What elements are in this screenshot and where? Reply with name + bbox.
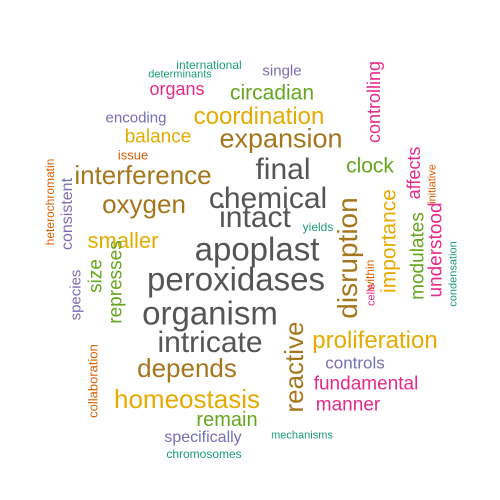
- word-understood: understood: [425, 202, 447, 298]
- word-interference: interference: [74, 160, 212, 190]
- word-importance: importance: [377, 189, 401, 293]
- word-chromosomes: chromosomes: [166, 447, 242, 461]
- word-issue: issue: [117, 147, 149, 163]
- word-organism: organism: [142, 294, 278, 332]
- word-intricate: intricate: [157, 326, 263, 359]
- word-smaller: smaller: [87, 228, 159, 253]
- word-clock: clock: [346, 154, 394, 178]
- word-represses: represses: [105, 240, 127, 324]
- word-consistent: consistent: [59, 177, 76, 251]
- word-controlling: controlling: [364, 60, 384, 144]
- word-international: international: [176, 58, 242, 72]
- word-yields: yields: [302, 220, 334, 234]
- word-heterochromatin: heterochromatin: [43, 158, 57, 246]
- word-intact: intact: [219, 201, 291, 234]
- word-controls: controls: [325, 353, 385, 373]
- word-homeostasis: homeostasis: [114, 384, 260, 414]
- word-apoplast: apoplast: [194, 230, 320, 268]
- word-peroxidases: peroxidases: [147, 260, 325, 298]
- word-balance: balance: [124, 126, 192, 148]
- word-specifically: specifically: [164, 429, 242, 446]
- word-coordination: coordination: [193, 103, 325, 130]
- word-cells: cells: [365, 283, 378, 307]
- word-circadian: circadian: [229, 81, 315, 105]
- word-initiative: initiative: [426, 164, 439, 204]
- word-remain: remain: [196, 409, 258, 431]
- word-species: species: [67, 269, 85, 321]
- word-condensation: condensation: [447, 241, 460, 307]
- word-proliferation: proliferation: [312, 327, 438, 354]
- word-depends: depends: [137, 353, 237, 383]
- word-encoding: encoding: [105, 109, 167, 127]
- word-disruption: disruption: [332, 197, 363, 319]
- word-organs: organs: [149, 79, 205, 99]
- word-size: size: [85, 259, 107, 293]
- word-final: final: [255, 153, 311, 186]
- word-fundamental: fundamental: [313, 373, 419, 395]
- word-affects: affects: [404, 146, 424, 200]
- word-manner: manner: [315, 394, 381, 416]
- word-collaboration: collaboration: [85, 344, 101, 418]
- word-reactive: reactive: [279, 321, 309, 413]
- word-single: single: [262, 62, 302, 80]
- word-mechanisms: mechanisms: [271, 429, 333, 442]
- word-oxygen: oxygen: [102, 189, 186, 219]
- word-expansion: expansion: [219, 123, 343, 154]
- word-chemical: chemical: [208, 182, 328, 215]
- word-determinants: determinants: [148, 68, 212, 81]
